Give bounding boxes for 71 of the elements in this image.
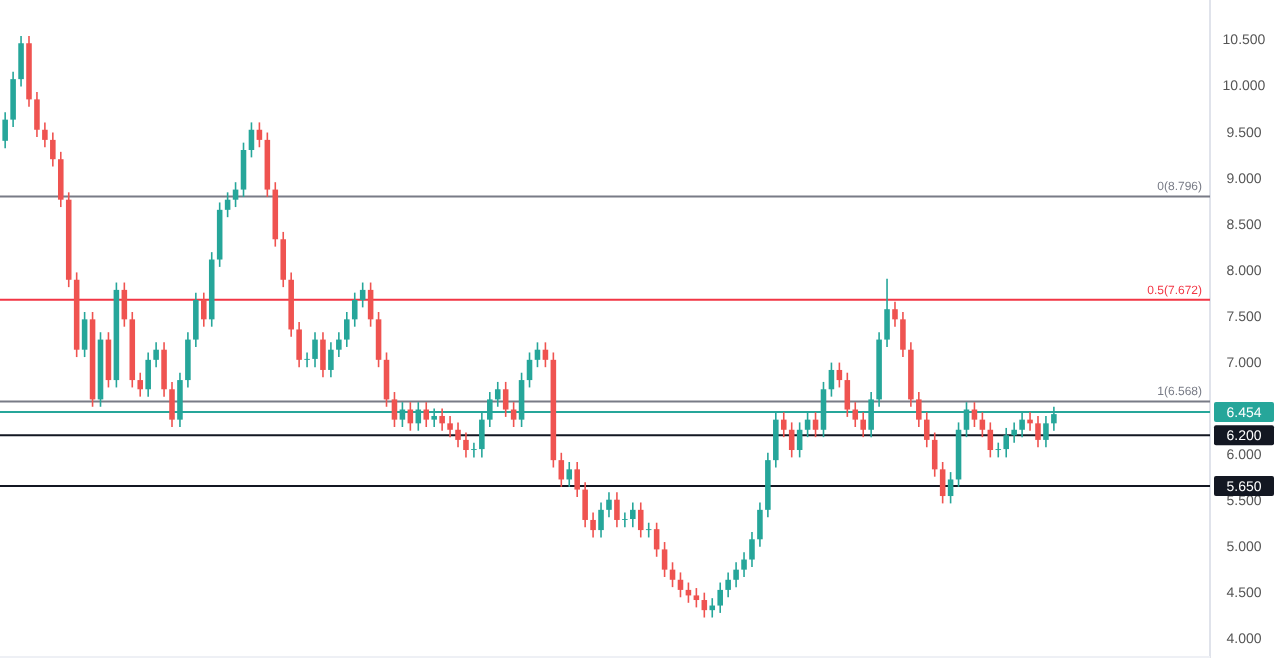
- candlestick: [201, 291, 207, 328]
- candlestick: [391, 391, 398, 428]
- candlestick: [502, 381, 509, 418]
- candlestick: [709, 597, 716, 619]
- candlestick: [81, 311, 88, 358]
- candlestick: [923, 411, 930, 449]
- candlestick: [296, 321, 302, 368]
- candlestick: [622, 511, 628, 529]
- candlestick: [336, 331, 342, 358]
- candlestick: [661, 541, 668, 578]
- candlestick: [18, 35, 24, 88]
- candlestick: [725, 571, 731, 599]
- candlestick: [900, 311, 906, 358]
- candlestick: [947, 471, 954, 505]
- candlestick: [344, 311, 350, 348]
- candlestick: [280, 231, 287, 288]
- candlestick: [447, 415, 453, 438]
- candlestick: [1035, 415, 1041, 449]
- candlestick: [423, 401, 430, 428]
- candlestick: [185, 331, 191, 389]
- candlestick: [58, 151, 64, 208]
- candlestick: [590, 511, 596, 539]
- candlestick: [169, 381, 175, 428]
- candlestick: [304, 351, 310, 368]
- candlestick: [439, 407, 445, 432]
- candlestick: [637, 501, 644, 539]
- candlestick: [916, 391, 922, 428]
- candlestick: [860, 411, 866, 438]
- candlestick: [582, 481, 588, 529]
- candlestick: [1011, 421, 1017, 444]
- candlestick: [884, 278, 890, 348]
- candlestick: [471, 441, 477, 459]
- candlestick: [42, 121, 48, 149]
- candlestick: [375, 311, 382, 368]
- candlestick: [757, 501, 763, 548]
- candlestick: [995, 441, 1002, 459]
- candlestick: [606, 491, 612, 518]
- candlestick: [328, 341, 334, 379]
- candlestick: [749, 531, 755, 568]
- candlestick: [455, 421, 461, 449]
- candlestick: [351, 291, 358, 328]
- candlestick: [34, 91, 40, 138]
- candlestick: [844, 371, 851, 418]
- candlestick: [733, 561, 739, 588]
- candlestick: [50, 131, 56, 168]
- candlestick: [494, 381, 501, 408]
- candlestick: [463, 431, 469, 459]
- candlestick: [137, 371, 144, 398]
- candlestick: [1003, 427, 1009, 459]
- candlestick: [892, 301, 898, 328]
- candlestick: [153, 341, 159, 368]
- candlestick: [780, 411, 787, 438]
- candlestick: [614, 491, 620, 529]
- candlestick: [320, 331, 326, 379]
- candlestick: [145, 351, 151, 398]
- candlestick: [240, 141, 247, 198]
- candlestick: [2, 111, 8, 149]
- candlestick: [566, 461, 573, 488]
- candlestick: [630, 501, 636, 529]
- candlestick: [161, 341, 167, 398]
- candlestick: [193, 291, 199, 348]
- candlestick: [939, 461, 946, 505]
- candlestick: [693, 587, 700, 609]
- candlestick: [574, 461, 580, 498]
- candlestick: [10, 70, 16, 128]
- candlestick: [741, 551, 747, 578]
- candlestick: [312, 331, 318, 368]
- candlestick: [598, 501, 604, 539]
- candlestick: [852, 401, 859, 428]
- candlestick: [717, 581, 723, 614]
- candlestick: [1027, 411, 1033, 432]
